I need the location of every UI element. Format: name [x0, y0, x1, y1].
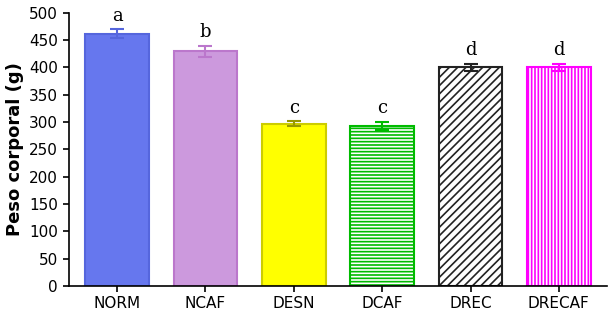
Text: d: d	[465, 41, 476, 59]
Bar	[527, 68, 591, 286]
Text: c: c	[377, 99, 387, 117]
Bar	[439, 68, 502, 286]
Bar	[85, 34, 149, 286]
Text: b: b	[200, 23, 211, 41]
Y-axis label: Peso corporal (g): Peso corporal (g)	[6, 62, 23, 236]
Bar	[262, 124, 326, 286]
Text: d: d	[553, 41, 565, 59]
Bar	[173, 51, 237, 286]
Text: c: c	[289, 99, 299, 117]
Bar	[351, 126, 414, 286]
Text: a: a	[112, 7, 123, 25]
